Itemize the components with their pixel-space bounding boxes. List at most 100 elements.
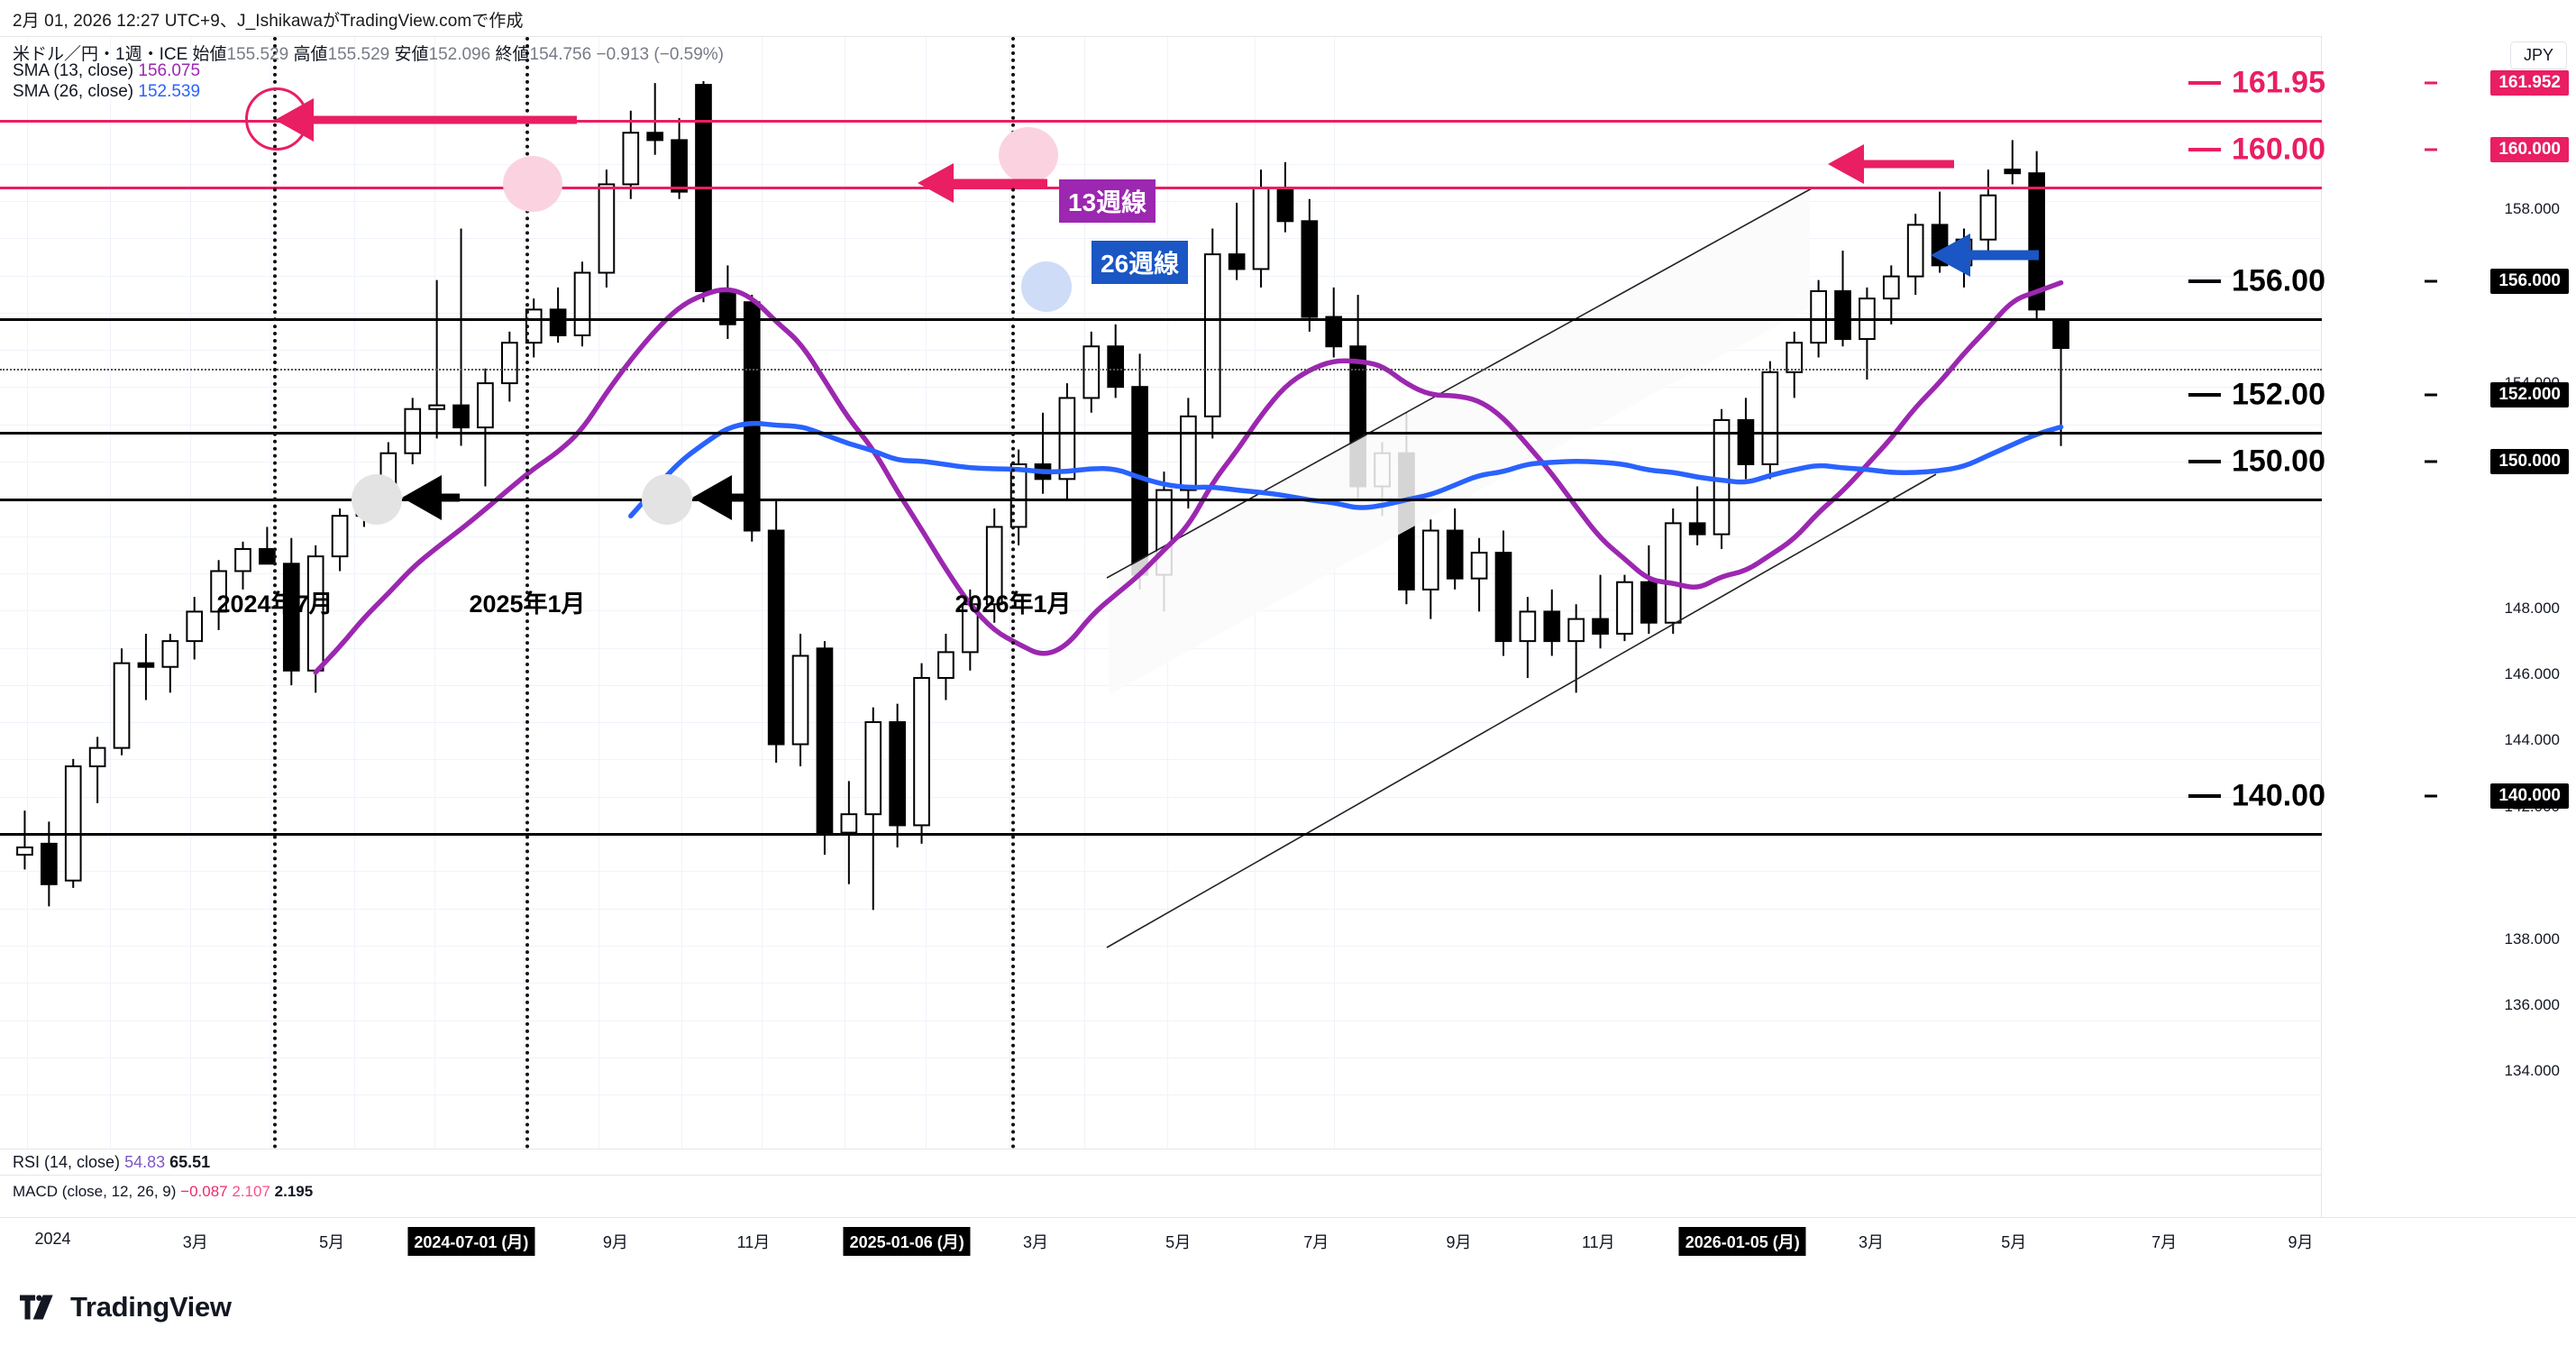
price-line-160-00[interactable]	[0, 187, 2322, 189]
highlight-circle-sma26-touch[interactable]	[1021, 261, 1072, 312]
macd-pane[interactable]: MACD (close, 12, 26, 9) −0.087 2.107 2.1…	[0, 1175, 2322, 1217]
level-label-160-00: 160.00	[2232, 132, 2325, 167]
gridline	[1334, 37, 1335, 1149]
gridline	[0, 871, 2322, 872]
rsi-pane[interactable]: RSI (14, close) 54.83 65.51	[0, 1149, 2322, 1175]
sma26-value: 152.539	[138, 82, 201, 101]
highlight-circle-161-95[interactable]	[245, 87, 308, 151]
sma26-label: SMA (26, close)	[13, 82, 134, 101]
level-label-140-00: 140.00	[2232, 778, 2325, 813]
gridline	[926, 37, 927, 1149]
gridline	[434, 37, 435, 1149]
tradingview-logo[interactable]: TradingView	[20, 1291, 232, 1323]
gridline	[0, 164, 2322, 165]
price-line-140-00[interactable]	[0, 833, 2322, 836]
axis-tick-136: 136.000	[2504, 996, 2560, 1013]
rsi-value-1: 54.83	[124, 1153, 166, 1171]
time-axis-label: 7月	[2151, 1233, 2178, 1251]
gridline	[0, 648, 2322, 649]
gridline	[0, 759, 2322, 760]
legend-close-value: 154.756	[529, 45, 592, 64]
time-axis-label: 3月	[182, 1233, 208, 1251]
rsi-legend[interactable]: RSI (14, close) 54.83 65.51	[13, 1153, 210, 1172]
price-line-150-00[interactable]	[0, 499, 2322, 501]
level-dash-160-00	[2188, 148, 2221, 151]
close-price-dotted-line	[0, 369, 2322, 371]
axis-badge-152-000[interactable]: 152.000	[2490, 382, 2569, 407]
sma26-legend[interactable]: SMA (26, close) 152.539	[13, 82, 200, 102]
vertical-marker-2026-01[interactable]	[1011, 37, 1015, 1149]
price-line-152-00[interactable]	[0, 432, 2322, 435]
legend-close-label: 終値	[495, 45, 530, 64]
time-axis-label: 2024-07-01 (月)	[407, 1227, 535, 1256]
gridline	[0, 536, 2322, 537]
rsi-label: RSI (14, close)	[13, 1153, 121, 1171]
highlight-circle-140-low-2[interactable]	[642, 474, 692, 525]
tag-13-week-line[interactable]: 13週線	[1059, 179, 1156, 223]
gridline	[598, 37, 599, 1149]
highlight-circle-140-low-1[interactable]	[352, 474, 402, 525]
price-line-156-00[interactable]	[0, 318, 2322, 321]
tradingview-mark-icon	[20, 1295, 53, 1320]
legend-open-value: 155.529	[226, 45, 289, 64]
gridline	[0, 201, 2322, 202]
time-axis-label: 9月	[2288, 1233, 2314, 1251]
axis-badge-160-000[interactable]: 160.000	[2490, 137, 2569, 162]
level-label-156-00: 156.00	[2232, 263, 2325, 298]
axis-tick-148: 148.000	[2504, 600, 2560, 617]
gridline	[0, 797, 2322, 798]
sma13-legend[interactable]: SMA (13, close) 156.075	[13, 61, 200, 81]
highlight-ellipse-2025-01-high[interactable]	[503, 156, 562, 212]
axis-badge-161-952[interactable]: 161.952	[2490, 70, 2569, 96]
price-axis[interactable]: JPY 158.000 154.000 148.000 146.000 144.…	[2188, 36, 2576, 1217]
time-axis-label: 7月	[1303, 1233, 1329, 1251]
main-price-pane[interactable]: 13週線 26週線 2024年7月 2025年1月 2026年1月 米ドル／円・…	[0, 36, 2322, 1149]
gridline	[1255, 37, 1256, 1149]
date-caption-2025-01: 2025年1月	[469, 591, 586, 618]
gridline	[762, 37, 763, 1149]
gridline	[0, 238, 2322, 239]
price-line-161-95[interactable]	[0, 120, 2322, 123]
gridline	[0, 1057, 2322, 1058]
axis-tick-138: 138.000	[2504, 930, 2560, 948]
sma13-value: 156.075	[138, 61, 201, 80]
axis-badge-150-000[interactable]: 150.000	[2490, 449, 2569, 474]
gridline	[0, 387, 2322, 388]
gridline	[190, 37, 191, 1149]
currency-unit-button[interactable]: JPY	[2509, 41, 2567, 69]
time-axis[interactable]: 2024 3月 5月 2024-07-01 (月) 9月 11月 2025-01-06 (月…	[0, 1217, 2576, 1262]
level-label-152-00: 152.00	[2232, 377, 2325, 412]
time-axis-label: 2025-01-06 (月)	[843, 1227, 971, 1256]
macd-legend[interactable]: MACD (close, 12, 26, 9) −0.087 2.107 2.1…	[13, 1183, 313, 1201]
level-connector-152-00	[2425, 393, 2437, 397]
gridline	[110, 37, 111, 1149]
level-connector-161-95	[2425, 81, 2437, 85]
time-axis-label: 5月	[2001, 1233, 2027, 1251]
time-axis-label: 3月	[1022, 1233, 1048, 1251]
gridline	[1167, 37, 1168, 1149]
macd-value-2: 2.107	[232, 1183, 270, 1200]
highlight-ellipse-2026-01-high[interactable]	[999, 127, 1058, 183]
axis-badge-156-000[interactable]: 156.000	[2490, 269, 2569, 294]
vertical-marker-2024-07[interactable]	[273, 37, 277, 1149]
time-axis-label: 2026-01-05 (月)	[1678, 1227, 1806, 1256]
vertical-marker-2025-01[interactable]	[525, 37, 529, 1149]
axis-tick-146: 146.000	[2504, 665, 2560, 682]
tag-26-week-line[interactable]: 26週線	[1092, 241, 1189, 284]
level-label-161-95: 161.95	[2232, 65, 2325, 100]
sma13-label: SMA (13, close)	[13, 61, 134, 80]
time-axis-label: 11月	[1581, 1233, 1615, 1251]
axis-badge-140-000[interactable]: 140.000	[2490, 783, 2569, 809]
legend-symbol: 米ドル／円・1週・ICE	[13, 45, 188, 64]
gridline	[0, 350, 2322, 351]
gridline	[0, 573, 2322, 574]
legend-high-value: 155.529	[327, 45, 390, 64]
axis-tick-144: 144.000	[2504, 731, 2560, 748]
rsi-value-2: 65.51	[169, 1153, 211, 1171]
symbol-ohlc-legend[interactable]: 米ドル／円・1週・ICE 始値155.529 高値155.529 安値152.0…	[13, 41, 724, 65]
gridline	[27, 37, 28, 1149]
date-caption-2026-01: 2026年1月	[955, 591, 1072, 618]
tradingview-wordmark: TradingView	[70, 1291, 232, 1323]
level-dash-150-00	[2188, 460, 2221, 463]
